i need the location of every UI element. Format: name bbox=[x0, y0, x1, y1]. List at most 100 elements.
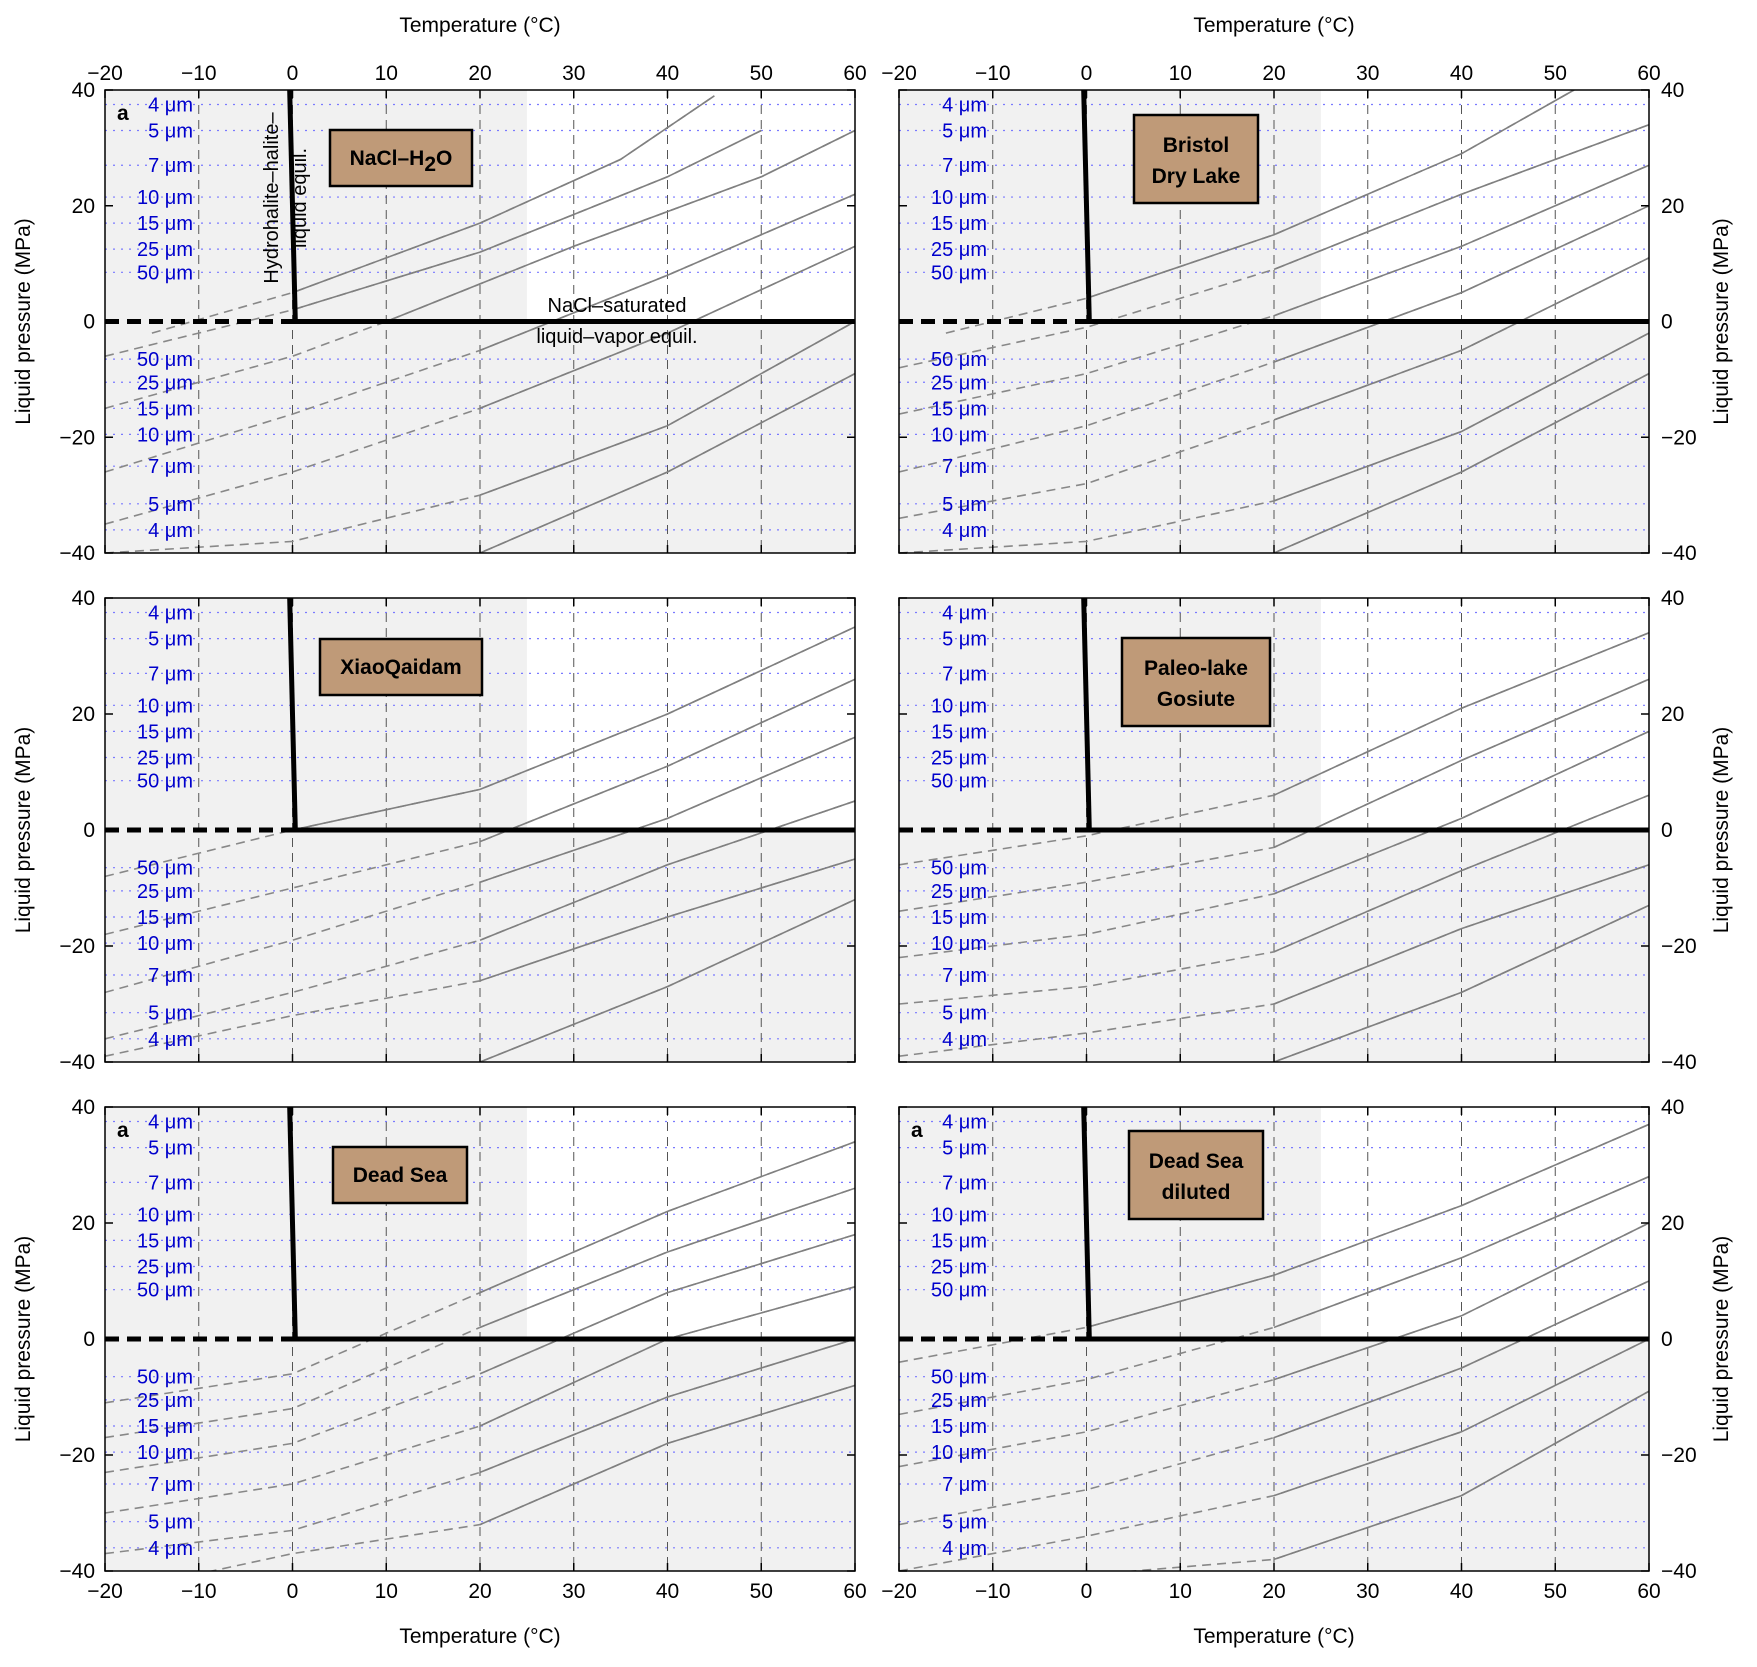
panel-4: −40 −20 0 20 40 Liquid pressure (MPa) 4 μm 5 μm… bbox=[898, 587, 1733, 1074]
y-tick-label-right: 0 bbox=[1661, 311, 1673, 334]
y-tick-label-right: 20 bbox=[1661, 195, 1684, 218]
pore-curve-solid-4 bbox=[1273, 123, 1649, 271]
x-tick-label-top: 40 bbox=[656, 62, 679, 85]
pore-curve-solid-3 bbox=[1273, 164, 1649, 317]
pore-size-label-lower: 10 μm bbox=[137, 1442, 193, 1464]
y-tick-label-right: 40 bbox=[1661, 1096, 1684, 1119]
pore-size-label-upper: 10 μm bbox=[931, 1204, 987, 1226]
pore-curve-dashed-3 bbox=[105, 1233, 855, 1474]
title-subscript: 2 bbox=[424, 153, 436, 176]
pore-size-label-lower: 50 μm bbox=[137, 858, 193, 880]
pore-size-label-upper: 7 μm bbox=[942, 155, 987, 177]
panel-letter: a bbox=[117, 102, 129, 125]
x-tick-label-bottom: 50 bbox=[750, 1580, 773, 1603]
pore-size-label-upper: 25 μm bbox=[931, 1257, 987, 1279]
pore-size-label-upper: 4 μm bbox=[942, 94, 987, 116]
pore-size-label-lower: 15 μm bbox=[931, 398, 987, 420]
y-tick-label-right: −40 bbox=[1661, 1051, 1697, 1074]
pore-size-label-lower: 50 μm bbox=[137, 1367, 193, 1389]
x-tick-label-bottom: 0 bbox=[287, 1580, 299, 1603]
pore-size-label-lower: 50 μm bbox=[931, 349, 987, 371]
curve-group bbox=[899, 90, 1649, 553]
x-tick-label-top: 0 bbox=[287, 62, 299, 85]
y-tick-label-left: −40 bbox=[59, 1560, 95, 1583]
pore-size-label-lower: 10 μm bbox=[931, 424, 987, 446]
pore-size-label-lower: 7 μm bbox=[942, 1474, 987, 1496]
pore-size-label-upper: 50 μm bbox=[137, 1280, 193, 1302]
pore-size-label-lower: 5 μm bbox=[148, 1512, 193, 1534]
panel-3: −40 −20 0 20 40 Liquid pressure (MPa) 4 μm 5 μm… bbox=[12, 587, 856, 1074]
pore-size-label-lower: 25 μm bbox=[931, 1390, 987, 1412]
pore-size-label-lower: 15 μm bbox=[137, 907, 193, 929]
pore-curve-dashed-4 bbox=[105, 678, 855, 936]
x-tick-label-bottom: 20 bbox=[468, 1580, 491, 1603]
pore-size-label-lower: 50 μm bbox=[931, 858, 987, 880]
pore-size-label-upper: 4 μm bbox=[148, 603, 193, 625]
curve-group bbox=[899, 632, 1649, 1062]
y-tick-label-right: 0 bbox=[1661, 819, 1673, 842]
pore-size-label-lower: 4 μm bbox=[148, 1538, 193, 1560]
pore-size-label-lower: 25 μm bbox=[137, 881, 193, 903]
y-tick-label-right: −20 bbox=[1661, 935, 1697, 958]
y-tick-label-left: 20 bbox=[72, 195, 95, 218]
pore-size-label-lower: 5 μm bbox=[942, 494, 987, 516]
x-tick-label-top: 20 bbox=[468, 62, 491, 85]
pore-size-label-lower: 10 μm bbox=[931, 933, 987, 955]
y-tick-label-right: 0 bbox=[1661, 1328, 1673, 1351]
pore-size-label-lower: 4 μm bbox=[148, 520, 193, 542]
y-axis-title-left: Liquid pressure (MPa) bbox=[12, 1236, 35, 1443]
x-tick-label-top: 60 bbox=[843, 62, 866, 85]
pore-curve-solid-4 bbox=[1273, 1175, 1649, 1329]
pore-size-label-upper: 7 μm bbox=[942, 663, 987, 685]
pore-size-label-lower: 7 μm bbox=[148, 965, 193, 987]
y-tick-label-right: 40 bbox=[1661, 79, 1684, 102]
y-axis-title-right: Liquid pressure (MPa) bbox=[1710, 218, 1733, 425]
pore-curve-solid-1 bbox=[479, 858, 855, 982]
y-tick-label-right: 20 bbox=[1661, 703, 1684, 726]
pore-size-label-lower: 7 μm bbox=[148, 456, 193, 478]
panel-6: −20 −10 0 10 20 30 40 50 60 Temperature (°C) −40 −2… bbox=[881, 1096, 1733, 1648]
pore-curve-solid-4 bbox=[292, 129, 762, 311]
x-tick-label-bottom: 40 bbox=[656, 1580, 679, 1603]
x-tick-label-top: 10 bbox=[375, 62, 398, 85]
pore-size-label-upper: 15 μm bbox=[931, 721, 987, 743]
pore-size-label-upper: 25 μm bbox=[931, 239, 987, 261]
pore-size-label-lower: 25 μm bbox=[931, 372, 987, 394]
title-box-text: NaCl–H2O bbox=[350, 147, 453, 176]
x-axis-title-top: Temperature (°C) bbox=[1193, 14, 1354, 37]
x-tick-label-bottom: 0 bbox=[1081, 1580, 1093, 1603]
pore-curve-dashed-1 bbox=[899, 257, 1649, 520]
pore-size-label-upper: 7 μm bbox=[148, 1172, 193, 1194]
x-tick-label-top: 60 bbox=[1637, 62, 1660, 85]
light-region bbox=[1320, 1107, 1649, 1339]
pore-curve-solid-6 bbox=[1273, 1390, 1649, 1561]
x-tick-label-bottom: 50 bbox=[1544, 1580, 1567, 1603]
y-tick-label-right: 20 bbox=[1661, 1212, 1684, 1235]
pore-curve-solid-6 bbox=[1273, 904, 1649, 1062]
x-tick-label-bottom: 20 bbox=[1262, 1580, 1285, 1603]
title-box-line: Dry Lake bbox=[1152, 165, 1241, 188]
pore-size-label-upper: 4 μm bbox=[942, 1112, 987, 1134]
pore-size-label-upper: 4 μm bbox=[148, 1112, 193, 1134]
pore-size-label-upper: 7 μm bbox=[148, 155, 193, 177]
pore-size-label-lower: 15 μm bbox=[931, 907, 987, 929]
pore-curve-solid-1 bbox=[1273, 1338, 1649, 1497]
pore-curve-solid-6 bbox=[479, 320, 855, 496]
pore-size-label-lower: 4 μm bbox=[148, 1029, 193, 1051]
pore-size-label-upper: 7 μm bbox=[942, 1172, 987, 1194]
title-box-line: Dead Sea bbox=[1149, 1150, 1244, 1173]
pore-size-label-upper: 5 μm bbox=[942, 121, 987, 143]
pore-curve-dashed-4 bbox=[899, 123, 1649, 369]
pore-curve-solid-5 bbox=[1086, 1123, 1649, 1329]
title-box-line: diluted bbox=[1162, 1181, 1231, 1204]
pore-curve-dashed-3 bbox=[899, 164, 1649, 415]
title-box bbox=[1132, 113, 1260, 205]
y-axis-title-left: Liquid pressure (MPa) bbox=[12, 727, 35, 934]
x-axis-title-bottom: Temperature (°C) bbox=[1193, 1625, 1354, 1648]
pore-size-label-lower: 5 μm bbox=[148, 494, 193, 516]
x-tick-label-top: 50 bbox=[750, 62, 773, 85]
hydrohalite-halite-line bbox=[287, 89, 298, 322]
pore-curve-solid-3 bbox=[479, 1233, 855, 1375]
pore-size-label-lower: 4 μm bbox=[942, 520, 987, 542]
